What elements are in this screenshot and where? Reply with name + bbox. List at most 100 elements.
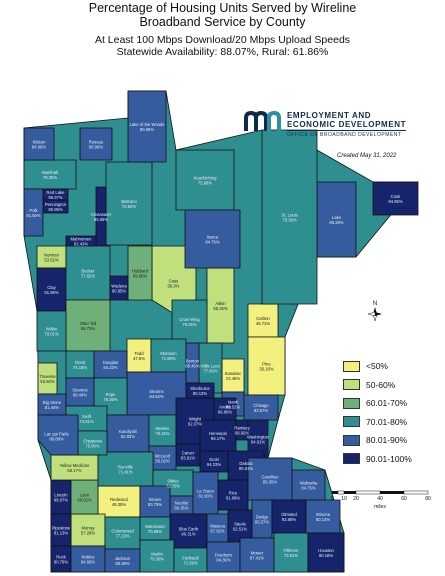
county-name-label: Carlton (256, 316, 270, 321)
scale-tick: 20 (353, 496, 359, 502)
county-name-label: Olmsted (281, 512, 297, 517)
county-marshall (23, 159, 77, 190)
legend-item: 60.01-70% (343, 394, 412, 413)
county-value-label: 82.82% (121, 434, 135, 439)
logo-line-2: ECONOMIC DEVELOPMENT (287, 120, 407, 129)
county-value-label: 80.88% (49, 437, 63, 442)
county-value-label: 47.6% (133, 356, 145, 361)
county-value-label: 71.41% (118, 470, 132, 475)
county-value-label: 90.85% (112, 289, 126, 294)
county-name-label: Rice (229, 491, 238, 496)
county-value-label: 96.80% (218, 410, 232, 415)
county-name-label: Carver (182, 451, 195, 456)
county-value-label: 92.43% (74, 242, 88, 247)
county-name-label: Le Sueur (197, 489, 215, 494)
county-value-label: 90.13% (193, 391, 207, 396)
legend-swatch (343, 434, 360, 446)
county-name-label: Marshall (42, 170, 58, 175)
logo-line-1: EMPLOYMENT AND (287, 111, 372, 120)
logo-line-3: OFFICE OF BROADBAND DEVELOPMENT (287, 130, 407, 138)
county-value-label: 77.62% (81, 274, 95, 279)
county-name-label: Houston (318, 548, 334, 553)
county-name-label: Pennington (45, 202, 67, 207)
county-value-label: 71.59% (183, 561, 197, 566)
county-value-label: 93.91% (181, 456, 195, 461)
county-value-label: 68.82% (77, 498, 91, 503)
county-value-label: 84.69% (81, 560, 95, 565)
legend-item: 90.01-100% (343, 450, 412, 469)
county-value-label: 23.46% (226, 376, 240, 381)
county-name-label: Lake of the Woods (130, 122, 165, 127)
map-title-line1: Percentage of Housing Units Served by Wi… (88, 1, 357, 15)
county-lac-qui-parle (37, 414, 79, 456)
county-value-label: 81.44% (45, 405, 59, 410)
county-value-label: 56.26% (213, 306, 227, 311)
county-name-label: Crow Wing (179, 317, 200, 322)
scale-bar: 0 10 20 40 60 80 miles (330, 488, 436, 516)
county-value-label: 89.35% (263, 480, 277, 485)
legend-label: 70.01-80% (366, 416, 408, 427)
scale-tick: 0 (331, 496, 334, 502)
county-name-label: Red Lake (47, 190, 66, 195)
county-value-label: 84.06% (32, 145, 46, 150)
county-name-label: Douglas (103, 360, 118, 365)
county-value-label: 90.95% (48, 207, 62, 212)
county-value-label: 86.52% (226, 405, 240, 410)
county-name-label: Clay (47, 285, 56, 290)
county-value-label: 48.35% (112, 502, 126, 507)
county-name-label: Aitkin (215, 301, 226, 306)
county-lake-of-the-woods (127, 90, 167, 163)
county-value-label: 86.39% (115, 561, 129, 566)
county-cook (372, 181, 419, 216)
county-wadena (109, 275, 129, 301)
county-layer (23, 90, 419, 573)
county-value-label: 94.23% (207, 462, 221, 467)
county-value-label: 70.62% (122, 204, 136, 209)
legend-item: 80.01-90% (343, 431, 412, 450)
scale-tick: 60 (401, 496, 407, 502)
county-name-label: Benton (186, 359, 200, 364)
county-value-label: 90.18% (319, 553, 333, 558)
county-name-label: Cook (391, 194, 402, 199)
county-value-label: 94.95% (388, 199, 402, 204)
county-value-label: 86.28% (329, 220, 343, 225)
county-name-label: Otter Tail (80, 321, 97, 326)
mn-logo-mark-icon (244, 110, 284, 132)
county-name-label: Chisago (253, 403, 269, 408)
county-name-label: Stevens (72, 388, 87, 393)
county-value-label: 53.52% (44, 258, 58, 263)
county-name-label: Steele (234, 522, 247, 527)
legend-swatch (343, 379, 360, 391)
county-name-label: Wadena (111, 284, 127, 289)
county-value-label: 84.23% (103, 365, 117, 370)
county-name-label: Murray (81, 526, 95, 531)
county-name-label: Hennepin (209, 431, 228, 436)
county-value-label: 95.61% (239, 466, 253, 471)
county-value-label: 92.07% (188, 422, 202, 427)
county-value-label: 84.64% (149, 394, 163, 399)
county-name-label: Polk (29, 208, 38, 213)
county-value-label: 95.37% (48, 195, 62, 200)
county-value-label: 69.66% (133, 274, 147, 279)
county-itasca (184, 209, 241, 269)
county-name-label: Lake (332, 215, 342, 220)
county-chisago (243, 394, 279, 421)
county-value-label: 93.66% (282, 517, 296, 522)
county-name-label: Nobles (81, 555, 94, 560)
county-name-label: Chippewa (83, 439, 102, 444)
county-value-label: 84.36% (216, 558, 230, 563)
county-polk (23, 188, 44, 237)
county-red-lake (42, 188, 69, 201)
county-name-label: Roseau (89, 140, 104, 145)
county-value-label: 90.79% (54, 560, 68, 565)
legend: <50% 50-60% 60.01-70% 70.01-80% 80.01-90… (343, 357, 412, 468)
county-name-label: Rock (56, 555, 66, 560)
county-name-label: Sherburne (190, 386, 210, 391)
county-value-label: 88.96% (89, 145, 103, 150)
county-value-label: 90.31% (181, 532, 195, 537)
county-name-label: Beltrami (121, 199, 136, 204)
scale-tick: 80 (425, 496, 431, 502)
north-label: N (373, 301, 377, 307)
